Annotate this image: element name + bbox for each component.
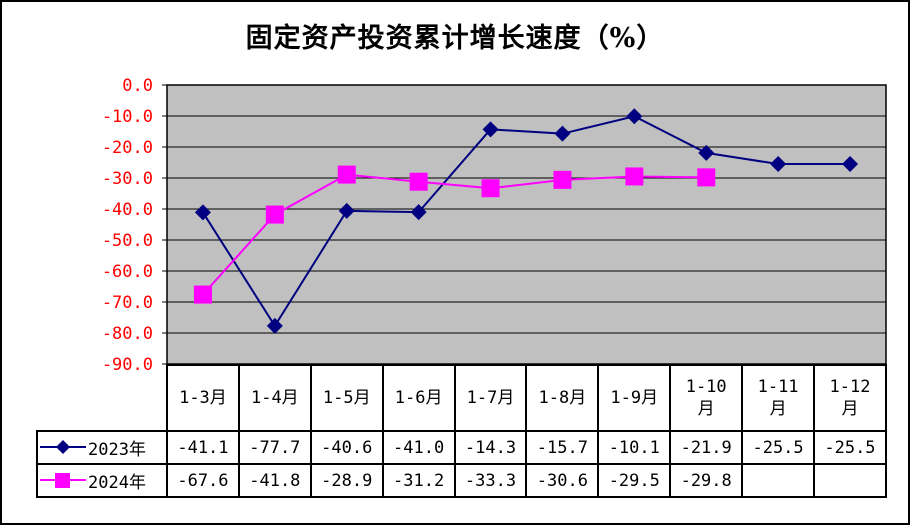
data-cell: -30.6 xyxy=(525,463,600,498)
y-tick-label: -10.0 xyxy=(102,107,153,127)
data-table: 1-3月 1-4月 1-5月 1-6月 1-7月 1-8月 1-9月 1-10 月 1-11 月 1-… xyxy=(36,364,887,498)
category-label: 1-4月 xyxy=(237,364,312,432)
data-cell xyxy=(741,463,816,498)
data-cell: -29.8 xyxy=(669,463,744,498)
data-point-square xyxy=(265,205,284,224)
data-point-diamond xyxy=(482,121,499,138)
series-line-2024年 xyxy=(202,173,707,296)
data-point-square xyxy=(409,172,428,191)
legend-square-icon xyxy=(40,473,86,488)
category-label: 1-7月 xyxy=(453,364,528,432)
data-cell xyxy=(813,463,887,498)
category-label: 1-3月 xyxy=(166,364,240,432)
category-label: 1-6月 xyxy=(381,364,456,432)
category-label: 1-9月 xyxy=(597,364,672,432)
series-line-2023年 xyxy=(202,115,851,328)
data-cell: -77.7 xyxy=(237,430,312,465)
data-cell: -25.5 xyxy=(741,430,816,465)
legend-entry: 2024年 xyxy=(36,463,168,498)
data-cell: -10.1 xyxy=(597,430,672,465)
data-point-diamond xyxy=(698,144,715,161)
data-cell: -40.6 xyxy=(309,430,384,465)
chart-title: 固定资产投资累计增长速度（%） xyxy=(245,23,665,54)
y-tick-label: -80.0 xyxy=(102,324,153,344)
data-cell: -41.0 xyxy=(381,430,456,465)
data-point-diamond xyxy=(338,202,355,219)
data-cell: -25.5 xyxy=(813,430,887,465)
category-label: 1-8月 xyxy=(525,364,600,432)
data-cell: -28.9 xyxy=(309,463,384,498)
category-label: 1-10 月 xyxy=(669,364,744,432)
data-cell: -14.3 xyxy=(453,430,528,465)
y-tick-label: 0.0 xyxy=(122,76,153,96)
y-tick-label: -50.0 xyxy=(102,231,153,251)
data-cell: -41.1 xyxy=(166,430,240,465)
data-cell: -67.6 xyxy=(166,463,240,498)
legend-entry: 2023年 xyxy=(36,430,168,465)
y-tick-label: -70.0 xyxy=(102,293,153,313)
data-point-square xyxy=(625,167,644,186)
data-point-square xyxy=(553,170,572,189)
data-cell: -29.5 xyxy=(597,463,672,498)
table-corner xyxy=(37,365,167,432)
data-cell: -15.7 xyxy=(525,430,600,465)
data-point-square xyxy=(481,179,500,198)
data-point-diamond xyxy=(626,108,643,125)
y-tick-label: -60.0 xyxy=(102,262,153,282)
category-label: 1-12 月 xyxy=(813,364,887,432)
data-point-diamond xyxy=(842,156,859,173)
data-cell: -31.2 xyxy=(381,463,456,498)
data-point-diamond xyxy=(410,204,427,221)
series-name: 2024年 xyxy=(88,473,146,493)
data-point-diamond xyxy=(770,156,787,173)
data-point-diamond xyxy=(194,204,211,221)
series-name: 2023年 xyxy=(88,440,146,460)
category-label: 1-5月 xyxy=(309,364,384,432)
data-point-diamond xyxy=(266,317,283,334)
data-point-square xyxy=(337,165,356,184)
data-cell: -21.9 xyxy=(669,430,744,465)
y-tick-label: -40.0 xyxy=(102,200,153,220)
legend-diamond-icon xyxy=(40,440,86,454)
y-tick-label: -30.0 xyxy=(102,169,153,189)
table-row: 2024年 -67.6 -41.8 -28.9 -31.2 -33.3 -30.6 -29.5… xyxy=(36,463,887,498)
data-point-diamond xyxy=(554,125,571,142)
data-cell: -33.3 xyxy=(453,463,528,498)
table-row: 2023年 -41.1 -77.7 -40.6 -41.0 -14.3 -15.7 -10.1… xyxy=(36,430,887,465)
category-label: 1-11 月 xyxy=(741,364,816,432)
data-cell: -41.8 xyxy=(237,463,312,498)
y-tick-label: -20.0 xyxy=(102,138,153,158)
data-point-square xyxy=(697,168,716,187)
data-point-square xyxy=(193,285,212,304)
